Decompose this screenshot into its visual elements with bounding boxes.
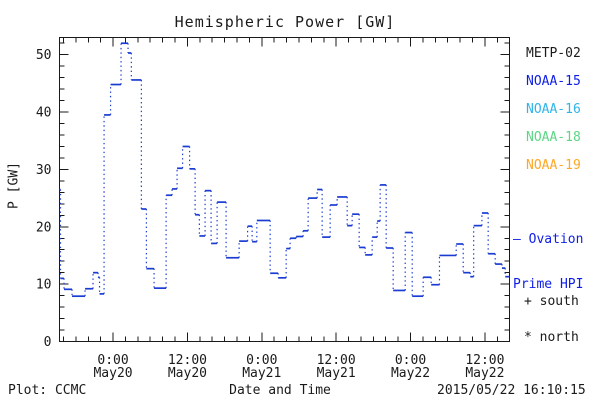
legend-satellite-label: NOAA-15	[526, 74, 581, 89]
legend-satellite-label: NOAA-18	[526, 130, 581, 145]
plot-timestamp: 2015/05/22 16:10:15	[437, 383, 586, 398]
axis-tick-label: 12:00	[465, 353, 504, 368]
y-axis-label: P [GW]	[6, 162, 22, 209]
axis-tick-label: 0:00	[246, 353, 277, 368]
legend-satellite-label: METP-02	[526, 46, 581, 61]
axis-tick-label: 12:00	[317, 353, 356, 368]
north-marker-legend: * north	[524, 330, 579, 345]
axis-tick-label: 0:00	[97, 353, 128, 368]
axis-tick-label: 30	[36, 163, 52, 178]
plot-credit: Plot: CCMC	[8, 383, 87, 398]
legend-satellite-label: NOAA-19	[526, 158, 581, 173]
ovation-prime-hpi-legend: — Ovation Prime HPI	[513, 202, 583, 322]
ovation-legend-line2: Prime HPI	[513, 277, 584, 292]
chart-title: Hemispheric Power [GW]	[174, 13, 396, 31]
axis-tick-label: 40	[36, 106, 52, 121]
axis-tick-label: 10	[36, 278, 52, 293]
ovation-legend-line1: — Ovation	[513, 232, 584, 247]
south-marker-legend: + south	[524, 294, 579, 309]
axis-tick-label: 20	[36, 220, 52, 235]
axis-tick-label: 12:00	[168, 353, 207, 368]
axis-tick-label: May21	[317, 366, 356, 381]
axis-tick-label: May22	[391, 366, 430, 381]
axis-tick-label: 0:00	[395, 353, 426, 368]
axis-tick-label: May22	[465, 366, 504, 381]
x-axis-label: Date and Time	[229, 383, 331, 398]
axis-tick-label: May20	[93, 366, 132, 381]
axis-tick-label: May20	[168, 366, 207, 381]
plot-frame	[59, 37, 510, 342]
legend-satellite-label: NOAA-16	[526, 102, 581, 117]
axis-tick-label: May21	[242, 366, 281, 381]
axis-tick-label: 0	[44, 335, 52, 350]
axis-tick-label: 50	[36, 48, 52, 63]
